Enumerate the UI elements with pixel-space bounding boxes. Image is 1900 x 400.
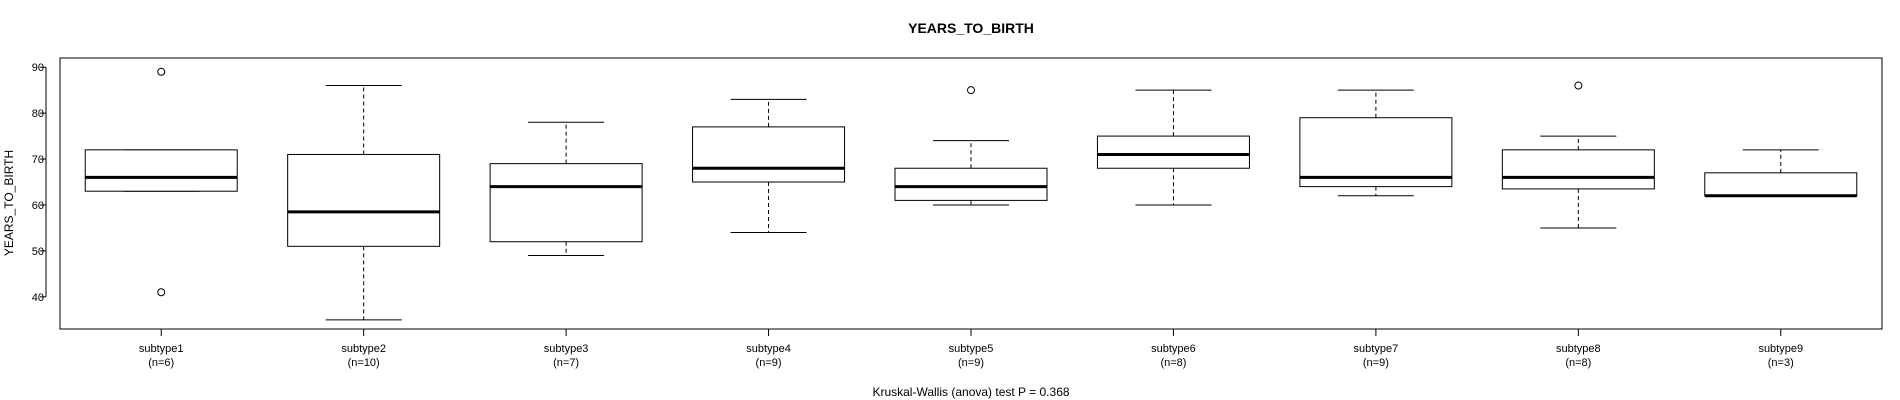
box-subtype5 (894, 86, 1048, 206)
category-count-label: (n=9) (756, 357, 782, 369)
category-label: subtype3 (544, 343, 589, 355)
box-subtype2 (287, 85, 441, 321)
category-label: subtype2 (341, 343, 386, 355)
y-tick-label: 60 (32, 200, 44, 212)
y-tick-label: 50 (32, 246, 44, 258)
category-count-label: (n=3) (1768, 357, 1794, 369)
category-count-label: (n=7) (553, 357, 579, 369)
category-label: subtype8 (1556, 343, 1601, 355)
y-tick-label: 40 (32, 292, 44, 304)
box-subtype9 (1704, 149, 1858, 198)
iqr-box (1299, 117, 1453, 188)
category-label: subtype1 (139, 343, 184, 355)
y-tick-label: 90 (32, 62, 44, 74)
category-labels: subtype1 (n=6) subtype2 (n=10) subtype3 (n=7)… (139, 329, 1803, 369)
iqr-box (84, 149, 238, 192)
category-count-label: (n=9) (1363, 357, 1389, 369)
boxes-layer (84, 67, 1858, 321)
category-count-label: (n=6) (148, 357, 174, 369)
category-count-label: (n=8) (1565, 357, 1591, 369)
box-subtype7 (1299, 89, 1453, 197)
category-label: subtype4 (746, 343, 791, 355)
category-label: subtype9 (1758, 343, 1803, 355)
category-label: subtype6 (1151, 343, 1196, 355)
category-count-label: (n=8) (1160, 357, 1186, 369)
outlier-point (1574, 81, 1583, 90)
iqr-box (894, 167, 1048, 201)
category-count-label: (n=9) (958, 357, 984, 369)
iqr-box (1501, 149, 1655, 190)
iqr-box (692, 126, 846, 183)
x-axis-label: Kruskal-Wallis (anova) test P = 0.368 (872, 385, 1069, 399)
box-subtype3 (489, 121, 643, 257)
iqr-box (287, 153, 441, 247)
box-subtype4 (692, 98, 846, 234)
y-axis-label: YEARS_TO_BIRTH (2, 150, 16, 256)
y-tick-label: 70 (32, 154, 44, 166)
outlier-point (157, 67, 166, 76)
box-subtype1 (84, 67, 238, 297)
y-axis: 40 50 60 70 80 90 (32, 62, 47, 304)
category-label: subtype7 (1354, 343, 1399, 355)
iqr-box (1704, 172, 1858, 197)
box-subtype8 (1501, 81, 1655, 229)
y-tick-label: 80 (32, 108, 44, 120)
category-count-label: (n=10) (348, 357, 380, 369)
chart-title: YEARS_TO_BIRTH (908, 20, 1034, 36)
outlier-point (967, 86, 975, 95)
iqr-box (489, 163, 643, 243)
category-label: subtype5 (949, 343, 994, 355)
outlier-point (157, 288, 166, 297)
box-subtype6 (1096, 89, 1250, 206)
iqr-box (1096, 135, 1250, 169)
